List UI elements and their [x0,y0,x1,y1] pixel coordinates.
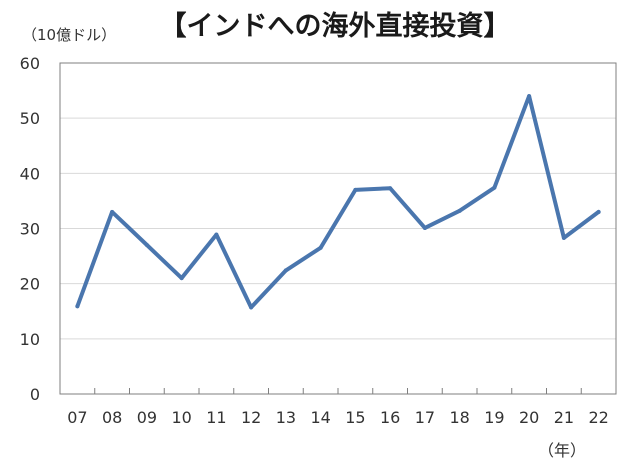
data-point-15 [353,187,358,192]
y-tick-label-3: 30 [20,220,40,239]
x-axis-ticks: 07 08 09 10 11 12 13 14 15 16 17 18 19 20 21 22 [67,388,609,427]
data-point-09 [144,243,149,248]
x-tick-label-6: 13 [276,408,296,427]
data-point-14 [318,245,323,250]
data-point-20 [527,94,532,99]
x-axis-unit-label: （年） [538,441,586,460]
data-point-07 [75,304,80,309]
x-tick-label-14: 21 [554,408,574,427]
data-point-21 [561,235,566,240]
x-tick-label-11: 18 [449,408,469,427]
y-tick-label-5: 50 [20,109,40,128]
data-point-22 [596,209,601,214]
y-tick-label-4: 40 [20,164,40,183]
x-tick-label-15: 22 [588,408,608,427]
x-tick-label-1: 08 [102,408,122,427]
x-tick-label-5: 12 [241,408,261,427]
y-axis-ticks: 0 10 20 30 40 50 60 [20,54,40,404]
data-point-17 [422,225,427,230]
y-tick-label-0: 0 [30,385,40,404]
data-point-12 [249,305,254,310]
y-axis-unit-label: （10億ドル） [22,26,116,44]
data-point-13 [283,268,288,273]
x-tick-label-12: 19 [484,408,504,427]
data-point-11 [214,232,219,237]
x-tick-label-8: 15 [345,408,365,427]
x-tick-label-0: 07 [67,408,87,427]
data-point-19 [492,185,497,190]
data-point-10 [179,276,184,281]
x-tick-label-3: 10 [171,408,191,427]
series-layer [75,94,601,310]
x-tick-label-2: 09 [137,408,157,427]
data-point-16 [388,186,393,191]
data-point-18 [457,208,462,213]
y-tick-label-6: 60 [20,54,40,73]
x-tick-label-9: 16 [380,408,400,427]
chart-title: 【インドへの海外直接投資】 [160,11,511,42]
x-tick-label-7: 14 [310,408,330,427]
data-point-08 [110,209,115,214]
x-tick-label-13: 20 [519,408,539,427]
y-tick-label-2: 20 [20,275,40,294]
x-tick-label-10: 17 [415,408,435,427]
y-tick-label-1: 10 [20,330,40,349]
series-line-0 [75,94,601,310]
x-tick-label-4: 11 [206,408,226,427]
gridlines [60,117,616,340]
